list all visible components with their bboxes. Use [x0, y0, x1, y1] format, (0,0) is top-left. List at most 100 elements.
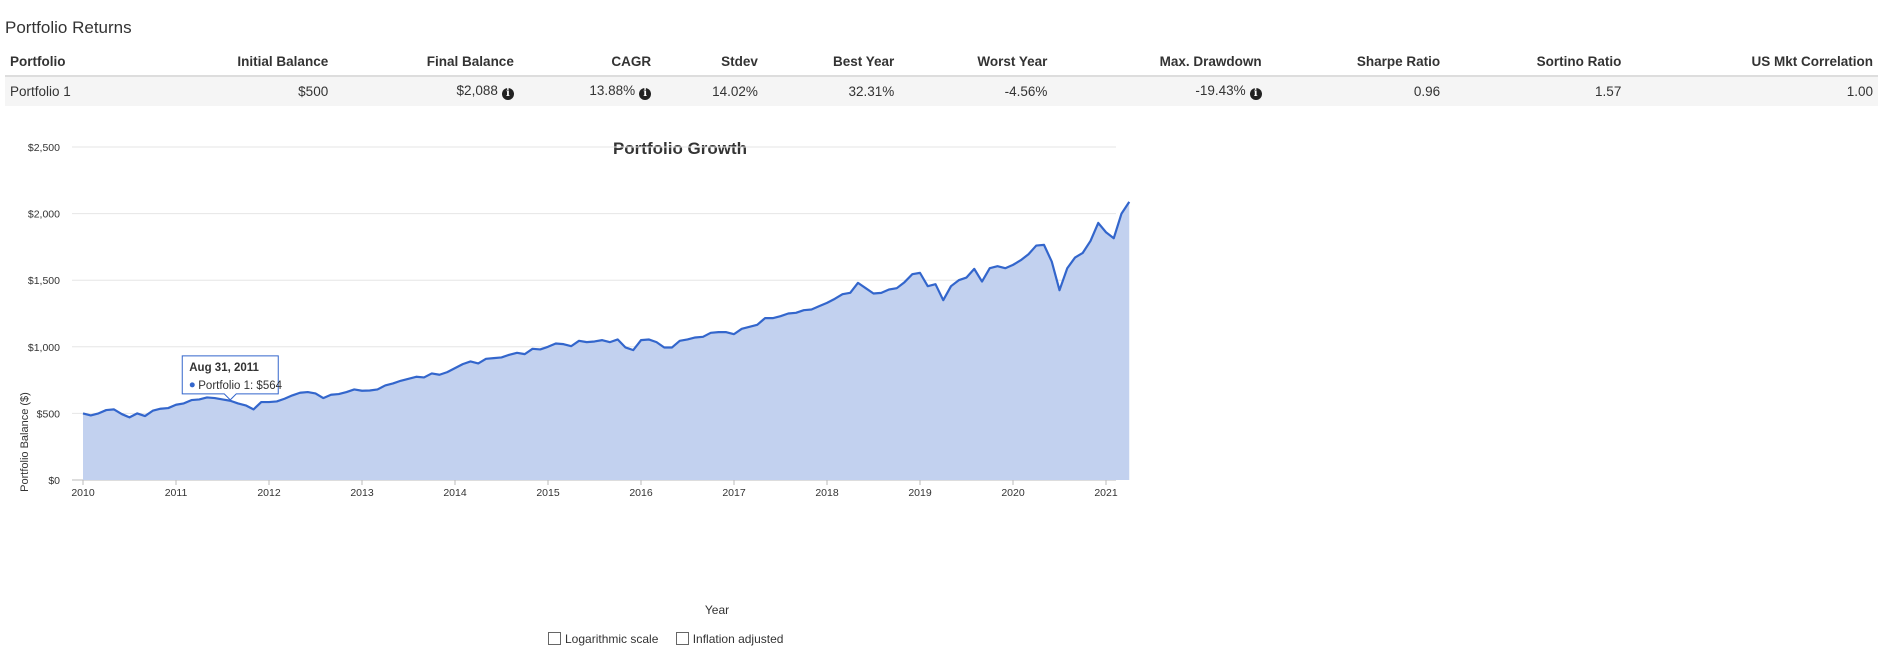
data-point[interactable] — [756, 323, 759, 326]
data-point[interactable] — [175, 403, 178, 406]
data-point[interactable] — [345, 391, 348, 394]
data-point[interactable] — [1066, 267, 1069, 270]
data-point[interactable] — [221, 398, 224, 401]
data-point[interactable] — [818, 305, 821, 308]
data-point[interactable] — [330, 393, 333, 396]
data-point[interactable] — [1043, 243, 1046, 246]
data-point[interactable] — [392, 382, 395, 385]
data-point[interactable] — [399, 379, 402, 382]
data-point[interactable] — [1097, 221, 1100, 224]
col-best-year[interactable]: Best Year — [762, 50, 900, 77]
data-point[interactable] — [113, 408, 116, 411]
data-point[interactable] — [950, 285, 953, 288]
data-point[interactable] — [709, 331, 712, 334]
data-point[interactable] — [500, 356, 503, 359]
data-point[interactable] — [376, 388, 379, 391]
data-point[interactable] — [252, 408, 255, 411]
data-point[interactable] — [438, 373, 441, 376]
data-point[interactable] — [136, 412, 139, 415]
data-point[interactable] — [671, 346, 674, 349]
data-point[interactable] — [322, 397, 325, 400]
data-point[interactable] — [516, 351, 519, 354]
data-point[interactable] — [539, 348, 542, 351]
data-point[interactable] — [1004, 267, 1007, 270]
data-point[interactable] — [1058, 289, 1061, 292]
data-point[interactable] — [97, 412, 100, 415]
data-point[interactable] — [299, 391, 302, 394]
data-point[interactable] — [888, 288, 891, 291]
data-point[interactable] — [492, 357, 495, 360]
data-point[interactable] — [291, 394, 294, 397]
data-point[interactable] — [353, 388, 356, 391]
data-point[interactable] — [306, 391, 309, 394]
data-point[interactable] — [771, 317, 774, 320]
data-point[interactable] — [1081, 251, 1084, 254]
data-point[interactable] — [942, 299, 945, 302]
data-point[interactable] — [570, 345, 573, 348]
data-point[interactable] — [1074, 256, 1077, 259]
data-point[interactable] — [384, 384, 387, 387]
data-point[interactable] — [864, 287, 867, 290]
data-point[interactable] — [795, 311, 798, 314]
data-point[interactable] — [128, 416, 131, 419]
data-point[interactable] — [485, 357, 488, 360]
data-point[interactable] — [244, 404, 247, 407]
data-point[interactable] — [1012, 263, 1015, 266]
data-point[interactable] — [826, 301, 829, 304]
data-point[interactable] — [849, 291, 852, 294]
data-point[interactable] — [748, 325, 751, 328]
data-point[interactable] — [632, 349, 635, 352]
data-point[interactable] — [423, 376, 426, 379]
data-point[interactable] — [779, 315, 782, 318]
data-point[interactable] — [1120, 212, 1123, 215]
data-point[interactable] — [144, 415, 147, 418]
data-point[interactable] — [469, 360, 472, 363]
data-point[interactable] — [702, 335, 705, 338]
data-point[interactable] — [182, 402, 185, 405]
data-point[interactable] — [1027, 253, 1030, 256]
data-point[interactable] — [361, 389, 364, 392]
data-point[interactable] — [655, 341, 658, 344]
col-cagr[interactable]: CAGR — [518, 50, 657, 77]
data-point[interactable] — [996, 265, 999, 268]
data-point[interactable] — [198, 398, 201, 401]
data-point[interactable] — [578, 339, 581, 342]
data-point[interactable] — [957, 279, 960, 282]
data-point[interactable] — [454, 367, 457, 370]
data-point[interactable] — [477, 362, 480, 365]
data-point[interactable] — [1035, 244, 1038, 247]
data-point[interactable] — [415, 375, 418, 378]
data-point[interactable] — [554, 342, 557, 345]
data-point[interactable] — [275, 400, 278, 403]
data-point[interactable] — [314, 392, 317, 395]
data-point[interactable] — [531, 347, 534, 350]
col-final-balance[interactable]: Final Balance — [333, 50, 519, 77]
inflation-checkbox[interactable] — [675, 632, 689, 645]
data-point[interactable] — [663, 346, 666, 349]
info-circle-icon[interactable]: i — [501, 88, 514, 100]
col-stdev[interactable]: Stdev — [656, 50, 763, 77]
data-point[interactable] — [190, 399, 193, 402]
data-point[interactable] — [159, 407, 162, 410]
data-point[interactable] — [1128, 200, 1131, 203]
data-point[interactable] — [1112, 237, 1115, 240]
data-point[interactable] — [337, 393, 340, 396]
log-scale-checkbox[interactable] — [548, 632, 561, 645]
data-point[interactable] — [89, 414, 92, 417]
data-point[interactable] — [562, 343, 565, 346]
data-point[interactable] — [934, 283, 937, 286]
data-point[interactable] — [965, 276, 968, 279]
data-point[interactable] — [1089, 239, 1092, 242]
series-line-portfolio-1[interactable] — [82, 201, 1131, 419]
data-point[interactable] — [725, 331, 728, 334]
data-point[interactable] — [857, 281, 860, 284]
col-max-drawdown[interactable]: Max. Drawdown — [1052, 50, 1267, 77]
data-point[interactable] — [988, 267, 991, 270]
col-sortino-ratio[interactable]: Sortino Ratio — [1445, 50, 1627, 77]
data-point[interactable] — [733, 333, 736, 336]
data-point[interactable] — [1050, 260, 1053, 263]
data-point[interactable] — [880, 291, 883, 294]
data-point[interactable] — [872, 292, 875, 295]
data-point[interactable] — [919, 271, 922, 274]
data-point[interactable] — [810, 308, 813, 311]
